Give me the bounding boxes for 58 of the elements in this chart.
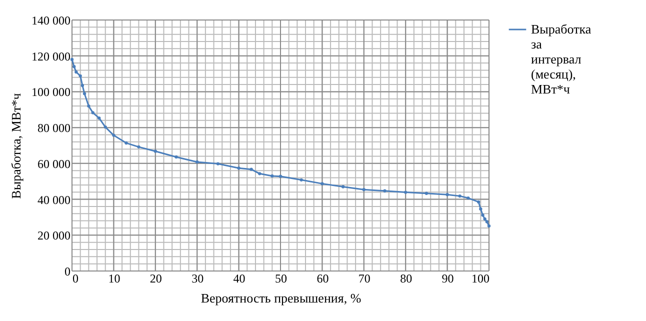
point xyxy=(216,162,220,166)
point xyxy=(485,220,488,224)
point xyxy=(483,217,486,221)
y-tick-label: 20 000 xyxy=(38,228,70,243)
point xyxy=(476,200,480,204)
point xyxy=(137,145,140,149)
point xyxy=(196,160,199,164)
y-axis-title: Выработка, МВт*ч xyxy=(8,92,24,199)
y-tick-label: 100 000 xyxy=(32,85,70,100)
point xyxy=(98,116,101,120)
point xyxy=(466,196,470,200)
point xyxy=(78,74,82,78)
point xyxy=(479,207,482,211)
point xyxy=(112,134,116,137)
point xyxy=(250,168,253,171)
point xyxy=(154,150,157,153)
x-tick-label: 80 xyxy=(400,272,412,286)
point xyxy=(404,190,408,194)
x-tick-label: 40 xyxy=(233,272,246,286)
y-tick-label: 60 000 xyxy=(38,156,70,171)
point xyxy=(446,193,449,196)
point xyxy=(270,174,274,178)
point xyxy=(91,111,94,114)
point xyxy=(82,92,86,96)
y-tick-label: 40 000 xyxy=(38,192,70,207)
point xyxy=(300,178,303,182)
x-tick-label: 90 xyxy=(442,272,454,286)
point xyxy=(87,104,90,108)
point xyxy=(424,192,428,195)
point xyxy=(320,182,324,186)
point xyxy=(104,125,107,129)
point xyxy=(278,174,282,178)
x-axis-title: Вероятность превышения, % xyxy=(200,290,362,306)
point xyxy=(237,166,240,170)
x-tick-label: 30 xyxy=(192,272,204,286)
point xyxy=(383,189,386,192)
point xyxy=(481,213,484,217)
point xyxy=(74,70,78,74)
x-tick-label: 60 xyxy=(316,272,329,286)
x-tick-label: 70 xyxy=(358,272,370,286)
y-tick-label: 140 000 xyxy=(32,14,70,28)
x-tick-label: 100 xyxy=(472,272,490,286)
point xyxy=(124,141,128,145)
point xyxy=(458,194,462,198)
y-tick-label: 120 000 xyxy=(32,49,70,64)
point xyxy=(80,84,84,88)
point xyxy=(487,224,491,228)
point xyxy=(70,58,74,62)
point xyxy=(174,155,178,159)
point xyxy=(72,65,76,68)
point xyxy=(362,188,366,192)
point xyxy=(341,185,345,188)
y-tick-label: 80 000 xyxy=(38,121,70,136)
legend-label: Выработка за интервал (месяц), МВт*ч xyxy=(531,22,592,96)
x-tick-label: 20 xyxy=(150,272,162,286)
x-tick-label: 10 xyxy=(108,272,120,286)
x-tick-label: 50 xyxy=(275,272,287,286)
point xyxy=(258,172,262,176)
